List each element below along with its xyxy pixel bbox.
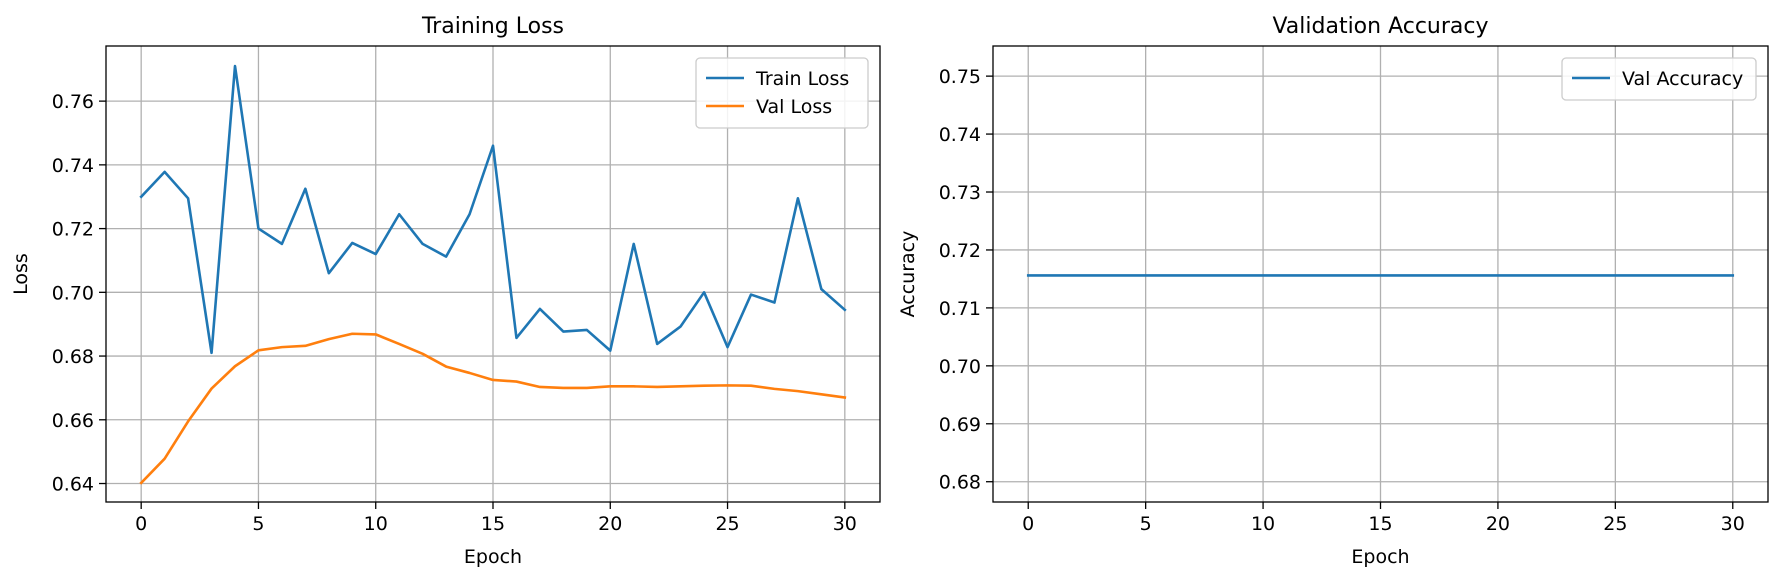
- y-tick-label: 0.74: [939, 124, 981, 146]
- chart-title: Validation Accuracy: [1272, 14, 1488, 39]
- x-tick-label: 30: [1721, 513, 1745, 535]
- x-tick-label: 30: [833, 513, 857, 535]
- y-tick-label: 0.72: [939, 240, 981, 262]
- x-tick-label: 15: [1368, 513, 1392, 535]
- x-tick-label: 25: [1603, 513, 1627, 535]
- series-line-2: [139, 332, 847, 485]
- legend-label: Train Loss: [755, 68, 849, 90]
- y-tick-label: 0.73: [939, 182, 981, 204]
- x-tick-label: 5: [252, 513, 264, 535]
- y-tick-label: 0.66: [52, 410, 94, 432]
- legend: Val Accuracy: [1561, 57, 1757, 101]
- y-tick-label: 0.70: [939, 356, 981, 378]
- legend-box: [695, 57, 869, 129]
- legend-box: [1561, 57, 1757, 101]
- y-tick-label: 0.76: [52, 91, 94, 113]
- legend: Train Loss Val Loss: [695, 57, 869, 129]
- y-tick-label: 0.75: [939, 66, 981, 88]
- x-tick-label: 0: [1022, 513, 1034, 535]
- legend-label: Val Loss: [756, 96, 832, 118]
- y-tick-label: 0.72: [52, 219, 94, 241]
- y-tick-label: 0.74: [52, 155, 94, 177]
- y-tick-label: 0.68: [52, 346, 94, 368]
- x-tick-label: 10: [1251, 513, 1275, 535]
- x-tick-label: 20: [1486, 513, 1510, 535]
- y-tick-label: 0.70: [52, 282, 94, 304]
- y-tick-label: 0.71: [939, 298, 981, 320]
- x-tick-label: 10: [364, 513, 388, 535]
- x-tick-label: 20: [598, 513, 622, 535]
- x-tick-label: 0: [135, 513, 147, 535]
- chart-title: Training Loss: [421, 14, 564, 39]
- y-tick-label: 0.69: [939, 414, 981, 436]
- x-tick-label: 5: [1140, 513, 1152, 535]
- y-tick-label: 0.64: [52, 474, 94, 496]
- y-axis-label: Accuracy: [897, 231, 919, 318]
- x-axis-label: Epoch: [464, 546, 522, 568]
- series-line-1: [139, 64, 847, 355]
- chart-panel-1: 0 5 10 15 20 25 30 0.64 0.66 0.68 0.70 0.72 0.74 0.76…: [10, 14, 881, 568]
- x-axis-label: Epoch: [1351, 546, 1409, 568]
- legend-label: Val Accuracy: [1622, 68, 1743, 90]
- x-tick-label: 15: [481, 513, 505, 535]
- x-tick-label: 25: [715, 513, 739, 535]
- y-axis-label: Loss: [10, 253, 32, 295]
- chart-panel-2: 0 5 10 15 20 25 30 0.68 0.69 0.70 0.71 0.72 0.73 0.74…: [897, 14, 1769, 568]
- y-tick-label: 0.68: [939, 472, 981, 494]
